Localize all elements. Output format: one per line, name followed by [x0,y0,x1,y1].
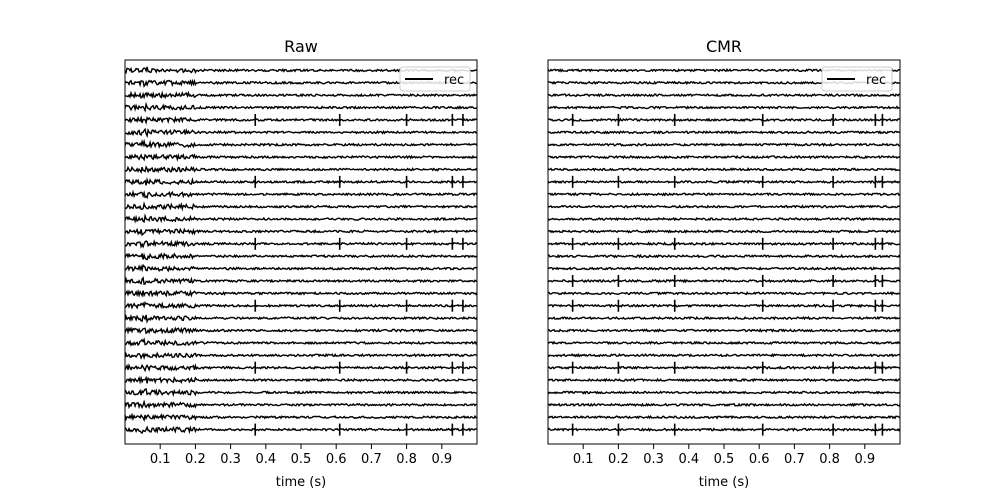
raw-xtick-label-9: 0.9 [431,452,452,467]
raw-trace-26 [124,375,478,385]
raw-xtick-label-4: 0.4 [255,452,276,467]
cmr-trace-19 [547,291,901,296]
raw-axes-frame [124,59,478,445]
raw-trace-15 [124,239,478,249]
raw-trace-29 [124,412,477,423]
cmr-xtick-label-8: 0.8 [819,452,840,467]
raw-trace-22 [124,326,478,335]
cmr-legend-label: rec [866,73,886,88]
cmr-xtick-label-5: 0.5 [714,452,735,467]
cmr-panel: CMR 0.1 0.2 0.3 0.4 0.5 0.6 0.7 0.8 0.9 time (s)… [547,37,901,490]
cmr-trace-21 [547,315,901,321]
cmr-trace-24 [547,352,901,358]
raw-trace-8 [124,152,478,162]
raw-traces [124,66,478,436]
cmr-trace-4 [547,105,901,110]
raw-legend-label: rec [444,73,464,88]
raw-xtick-label-3: 0.3 [220,452,241,467]
raw-legend-box [399,66,471,92]
cmr-xtick-label-9: 0.9 [854,452,875,467]
cmr-axes-frame [547,59,901,445]
raw-trace-19 [124,288,478,298]
raw-xlabel: time (s) [276,475,326,490]
raw-xtick-label-6: 0.6 [326,452,347,467]
raw-trace-14 [124,227,478,237]
cmr-trace-16 [547,253,901,259]
raw-trace-24 [124,351,478,361]
raw-trace-10 [124,176,478,186]
raw-trace-25 [124,363,478,373]
cmr-trace-12 [547,204,901,209]
raw-trace-27 [124,388,478,398]
raw-xtick-label-7: 0.7 [361,452,382,467]
raw-trace-12 [124,201,478,212]
raw-trace-18 [124,276,478,286]
raw-xtick-label-2: 0.2 [185,452,206,467]
cmr-trace-23 [547,340,901,346]
cmr-traces [547,68,901,436]
cmr-trace-11 [547,191,901,197]
raw-title: Raw [284,37,318,56]
cmr-x-axis: 0.1 0.2 0.3 0.4 0.5 0.6 0.7 0.8 0.9 [573,444,875,467]
raw-trace-3 [124,90,478,100]
raw-trace-16 [124,252,478,261]
raw-legend: rec [399,66,471,92]
cmr-title: CMR [706,37,742,56]
raw-trace-17 [124,263,478,273]
raw-trace-21 [124,313,478,324]
cmr-trace-27 [547,390,901,395]
cmr-trace-9 [547,167,901,172]
raw-trace-6 [124,127,478,139]
raw-trace-30 [124,425,478,435]
cmr-trace-15 [547,241,901,247]
raw-trace-4 [124,101,478,113]
cmr-trace-30 [547,427,901,432]
cmr-xlabel: time (s) [699,475,749,490]
raw-trace-20 [124,301,478,310]
cmr-xtick-label-7: 0.7 [784,452,805,467]
cmr-trace-26 [547,377,901,383]
cmr-trace-8 [547,154,901,160]
cmr-trace-28 [547,402,901,408]
cmr-xtick-label-2: 0.2 [608,452,629,467]
raw-x-axis: 0.1 0.2 0.3 0.4 0.5 0.6 0.7 0.8 0.9 [150,444,452,467]
cmr-xtick-label-3: 0.3 [643,452,664,467]
cmr-trace-6 [547,130,900,135]
raw-xtick-label-8: 0.8 [396,452,417,467]
cmr-trace-29 [547,414,901,420]
cmr-xtick-label-4: 0.4 [678,452,699,467]
raw-trace-9 [124,165,478,175]
cmr-trace-13 [547,216,901,222]
raw-trace-11 [124,189,478,200]
raw-trace-28 [124,399,477,410]
cmr-trace-20 [547,303,901,309]
raw-panel: Raw 0.1 0.2 0.3 0.4 0.5 0.6 0.7 0.8 0.9 time (s)… [124,37,478,490]
cmr-trace-18 [547,278,901,284]
cmr-trace-10 [547,179,901,185]
raw-trace-23 [124,337,478,347]
cmr-trace-17 [547,266,901,271]
cmr-trace-25 [547,365,901,371]
cmr-trace-14 [547,229,901,234]
raw-xtick-label-1: 0.1 [150,452,171,467]
cmr-trace-7 [547,142,901,148]
cmr-xtick-label-1: 0.1 [573,452,594,467]
raw-trace-5 [124,115,478,125]
cmr-legend-box [821,66,893,92]
raw-xtick-label-5: 0.5 [291,452,312,467]
raw-trace-7 [124,138,478,150]
cmr-legend: rec [821,66,893,92]
cmr-trace-5 [547,117,901,123]
cmr-xtick-label-6: 0.6 [749,452,770,467]
cmr-trace-22 [547,327,901,333]
raw-trace-13 [124,213,478,224]
cmr-trace-3 [547,93,901,98]
